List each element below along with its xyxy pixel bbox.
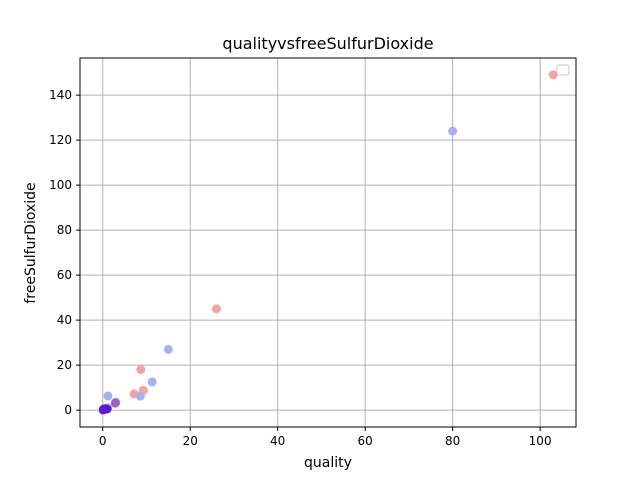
data-point-s3-3 xyxy=(99,404,109,414)
y-tick-label-1: 20 xyxy=(57,358,72,372)
y-tick-label-2: 40 xyxy=(57,313,72,327)
grid-layer xyxy=(80,58,576,427)
x-tick-label-0: 0 xyxy=(99,434,107,448)
data-point-s0-0 xyxy=(548,70,558,80)
plot-frame xyxy=(79,57,577,428)
data-point-s1-2 xyxy=(147,377,157,387)
y-tick-label-7: 140 xyxy=(49,88,72,102)
data-point-s1-3 xyxy=(135,391,145,401)
chart-title: qualityvsfreeSulfurDioxide xyxy=(222,34,433,53)
y-tick-label-3: 60 xyxy=(57,268,72,282)
y-tick-label-5: 100 xyxy=(49,178,72,192)
x-tick-label-4: 80 xyxy=(445,434,460,448)
x-tick-label-1: 20 xyxy=(183,434,198,448)
data-point-s0-2 xyxy=(136,365,146,375)
legend-box xyxy=(556,64,570,76)
y-tick-label-6: 120 xyxy=(49,133,72,147)
data-point-s1-4 xyxy=(103,391,113,401)
x-tick-label-2: 40 xyxy=(270,434,285,448)
y-tick-label-4: 80 xyxy=(57,223,72,237)
data-point-s0-1 xyxy=(211,304,221,314)
points-layer xyxy=(98,70,558,415)
x-axis-label: quality xyxy=(304,455,352,471)
x-tick-label-3: 60 xyxy=(358,434,373,448)
data-point-s1-0 xyxy=(448,126,458,136)
y-tick-label-0: 0 xyxy=(64,403,72,417)
data-point-s2-0 xyxy=(110,398,120,408)
x-tick-label-5: 100 xyxy=(529,434,552,448)
data-point-s1-1 xyxy=(163,344,173,354)
y-axis-label: freeSulfurDioxide xyxy=(23,182,39,303)
tick-layer: 0 20 40 60 80 100 0 20 40 60 80 100 120 140 xyxy=(49,88,551,448)
